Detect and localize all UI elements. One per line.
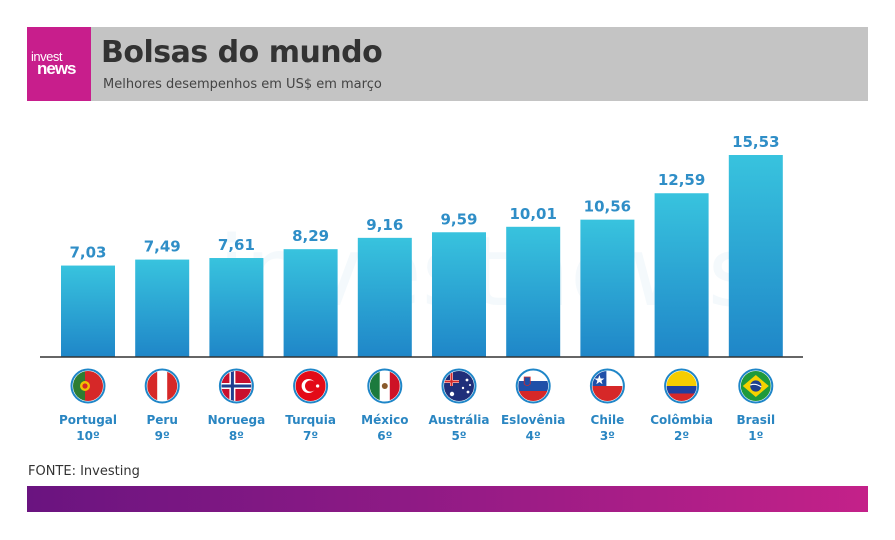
- bar-chile: [580, 219, 635, 357]
- chart-subtitle: Melhores desempenhos em US$ em março: [103, 77, 382, 92]
- norway-flag-icon: [218, 368, 254, 404]
- logo-line2: news: [37, 59, 77, 78]
- bar-colômbia: [654, 193, 709, 357]
- bar-brasil: [728, 155, 783, 357]
- category-label: Peru: [146, 413, 177, 427]
- rank-label: 2º: [674, 429, 689, 443]
- rank-label: 1º: [748, 429, 763, 443]
- value-label: 15,53: [732, 133, 779, 151]
- rank-label: 9º: [155, 429, 170, 443]
- rank-label: 6º: [377, 429, 392, 443]
- investnews-logo: invest news: [27, 27, 91, 101]
- value-label: 10,56: [584, 198, 631, 216]
- rank-label: 5º: [451, 429, 466, 443]
- bar-noruega: [209, 258, 264, 357]
- bar-portugal: [61, 265, 115, 357]
- category-label: Noruega: [208, 413, 266, 427]
- category-label: Turquia: [285, 413, 336, 427]
- category-label: México: [361, 413, 408, 427]
- category-label: Brasil: [737, 413, 776, 427]
- category-label: Eslovênia: [501, 413, 565, 427]
- mexico-flag-icon: [367, 368, 403, 404]
- source-note: FONTE: Investing: [28, 464, 140, 479]
- value-label: 7,49: [144, 238, 181, 256]
- category-label: Portugal: [59, 413, 117, 427]
- rank-label: 7º: [303, 429, 318, 443]
- brazil-flag-icon: [738, 368, 774, 404]
- category-label: Austrália: [428, 413, 489, 427]
- value-label: 7,61: [218, 236, 255, 254]
- bar-austrália: [432, 232, 486, 357]
- chile-flag-icon: [589, 368, 625, 404]
- portugal-flag-icon: [70, 368, 106, 404]
- turkey-flag-icon: [293, 368, 329, 404]
- peru-flag-icon: [144, 368, 180, 404]
- footer-bar: [27, 486, 868, 512]
- chart-title: Bolsas do mundo: [101, 35, 383, 70]
- rank-label: 3º: [600, 429, 615, 443]
- rank-label: 8º: [229, 429, 244, 443]
- value-label: 10,01: [509, 205, 556, 223]
- value-label: 9,16: [366, 216, 403, 234]
- header: invest news Bolsas do mundo Melhores des…: [27, 27, 868, 101]
- bar-turquia: [283, 249, 338, 357]
- category-label: Colômbia: [650, 413, 713, 427]
- rank-label: 4º: [526, 429, 541, 443]
- australia-flag-icon: [441, 368, 477, 404]
- bar-méxico: [357, 237, 412, 357]
- value-label: 9,59: [440, 210, 477, 228]
- value-label: 7,03: [69, 244, 106, 262]
- category-label: Chile: [591, 413, 625, 427]
- bar-peru: [135, 259, 190, 357]
- rank-label: 10º: [76, 429, 100, 443]
- colombia-flag-icon: [664, 368, 700, 404]
- value-label: 12,59: [658, 171, 705, 189]
- slovenia-flag-icon: [515, 368, 551, 404]
- logo-line1: invest: [31, 49, 62, 64]
- value-label: 8,29: [292, 227, 329, 245]
- bar-eslovênia: [506, 226, 561, 357]
